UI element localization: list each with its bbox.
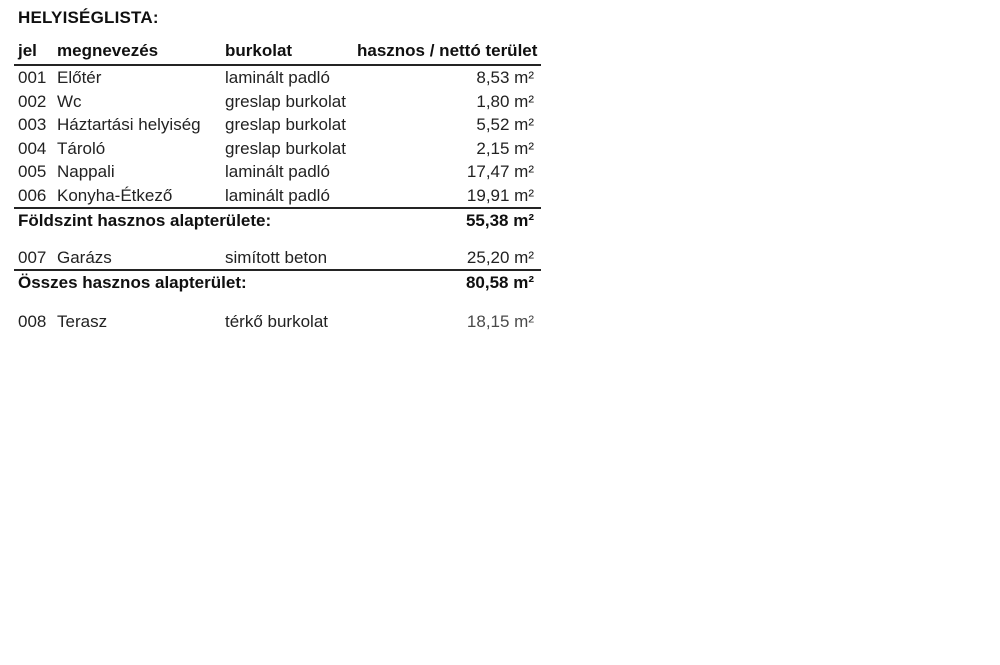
cell-area: 8,53 m² xyxy=(476,68,534,87)
cell-jel: 004 xyxy=(18,138,47,158)
table-row: 002 Wc greslap burkolat 1,80 m² xyxy=(14,90,541,114)
table-row-terrace: 008 Terasz térkő burkolat 18,15 m² xyxy=(14,310,541,334)
cell-name: Nappali xyxy=(57,162,115,181)
cell-name: Terasz xyxy=(57,312,108,331)
grand-total-label: Összes hasznos alapterület: xyxy=(18,273,247,292)
cell-name: Tároló xyxy=(57,138,106,158)
cell-area: 18,15 m² xyxy=(466,312,534,331)
cell-area: 25,20 m² xyxy=(466,248,534,267)
cell-floor: laminált padló xyxy=(225,162,330,181)
table-row: 004 Tároló greslap burkolat 2,15 m² xyxy=(14,137,541,161)
table-row: 001 Előtér laminált padló 8,53 m² xyxy=(14,66,541,90)
cell-area: 5,52 m² xyxy=(476,115,534,134)
column-header-area: hasznos / nettó terület xyxy=(357,41,538,60)
column-header-floor: burkolat xyxy=(225,41,293,60)
table-row: 005 Nappali laminált padló 17,47 m² xyxy=(14,160,541,184)
column-header-name: megnevezés xyxy=(57,41,159,60)
cell-jel: 002 xyxy=(18,91,47,111)
cell-area: 2,15 m² xyxy=(476,138,534,158)
cell-floor: térkő burkolat xyxy=(225,312,328,331)
cell-name: Garázs xyxy=(57,248,112,267)
cell-jel: 001 xyxy=(18,68,47,87)
table-row-garage: 007 Garázs simított beton 25,20 m² xyxy=(14,246,541,271)
cell-name: Konyha-Étkező xyxy=(57,185,173,205)
cell-jel: 005 xyxy=(18,162,47,181)
grand-total-area: 80,58 m² xyxy=(465,273,534,292)
cell-jel: 006 xyxy=(18,185,47,205)
cell-area: 19,91 m² xyxy=(466,185,534,205)
ground-floor-total-area: 55,38 m² xyxy=(465,211,534,230)
cell-name: Előtér xyxy=(57,68,102,87)
cell-name: Wc xyxy=(57,91,82,111)
cell-floor: greslap burkolat xyxy=(225,91,346,111)
cell-floor: greslap burkolat xyxy=(225,115,346,134)
grand-total-row: Összes hasznos alapterület: 80,58 m² xyxy=(14,271,541,295)
cell-floor: simított beton xyxy=(225,248,328,267)
table-header-row: jel megnevezés burkolat hasznos / nettó … xyxy=(14,40,541,66)
table-row: 003 Háztartási helyiség greslap burkolat… xyxy=(14,113,541,137)
table-row: 006 Konyha-Étkező laminált padló 19,91 m… xyxy=(14,184,541,208)
cell-floor: laminált padló xyxy=(225,185,330,205)
cell-jel: 007 xyxy=(18,248,47,267)
cell-floor: greslap burkolat xyxy=(225,138,346,158)
room-table: jel megnevezés burkolat hasznos / nettó … xyxy=(14,40,541,334)
ground-floor-total-row: Földszint hasznos alapterülete: 55,38 m² xyxy=(14,207,541,233)
cell-area: 17,47 m² xyxy=(466,162,534,181)
page-title: HELYISÉGLISTA: xyxy=(18,8,159,27)
cell-floor: laminált padló xyxy=(225,68,330,87)
cell-name: Háztartási helyiség xyxy=(57,115,201,134)
cell-jel: 008 xyxy=(18,312,47,331)
ground-floor-total-label: Földszint hasznos alapterülete: xyxy=(18,211,272,230)
room-list-document: HELYISÉGLISTA: jel megnevezés burkolat h… xyxy=(14,0,541,334)
cell-jel: 003 xyxy=(18,115,47,134)
column-header-jel: jel xyxy=(18,41,37,60)
cell-area: 1,80 m² xyxy=(476,91,534,111)
